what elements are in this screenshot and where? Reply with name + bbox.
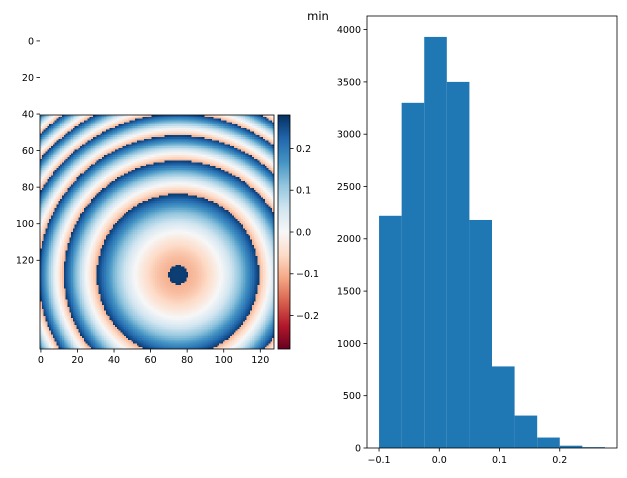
heatmap-image	[40, 115, 274, 349]
heatmap-x-tick-label: 100	[215, 355, 233, 366]
histogram-bar	[514, 415, 538, 448]
histogram-bar	[446, 81, 470, 448]
heatmap-y-tick-label: 80	[22, 183, 34, 194]
colorbar-tick-label: 0.0	[296, 227, 311, 238]
histogram-frame	[366, 15, 618, 449]
histogram-x-axis: −0.1 0.0 0.1 0.2	[368, 448, 567, 466]
colorbar-tick-label: −0.2	[296, 311, 319, 322]
heatmap-x-tick-label: 80	[181, 355, 193, 366]
heatmap-x-tick-label: 40	[108, 355, 120, 366]
histogram-y-tick-label: 0	[355, 443, 361, 454]
histogram-bar	[379, 215, 402, 448]
histogram-panel: min −0.1 0.0 0.1 0.2 0 500 1000 1500 2000 2500 30…	[307, 9, 618, 466]
histogram-x-tick-label: 0.0	[432, 455, 447, 466]
heatmap-x-tick-label: 0	[38, 355, 44, 366]
histogram-bar	[401, 102, 425, 448]
heatmap-y-tick-label: 120	[16, 256, 34, 267]
heatmap-panel: 0 20 40 60 80 100 120 0 20 40 60 80 100 120	[16, 36, 275, 366]
histogram-bar	[492, 366, 515, 448]
histogram-title: min	[307, 9, 329, 23]
histogram-y-tick-label: 1500	[337, 286, 361, 297]
colorbar-tick-label: 0.2	[296, 144, 311, 155]
histogram-y-tick-label: 2000	[337, 234, 361, 245]
histogram-y-tick-label: 3500	[337, 77, 361, 88]
heatmap-y-axis: 0 20 40 60 80 100 120	[16, 36, 40, 267]
histogram-bar	[559, 445, 583, 448]
histogram-bar	[469, 219, 492, 448]
heatmap-y-tick-label: 100	[16, 219, 34, 230]
heatmap-x-tick-label: 60	[145, 355, 157, 366]
colorbar-axis: 0.2 0.1 0.0 −0.1 −0.2	[290, 144, 319, 322]
heatmap-y-tick-label: 0	[28, 36, 34, 47]
colorbar-bar	[277, 114, 291, 350]
histogram-y-tick-label: 4000	[337, 25, 361, 36]
colorbar-tick-label: 0.1	[296, 186, 311, 197]
heatmap-x-axis: 0 20 40 60 80 100 120	[38, 349, 269, 366]
heatmap-y-tick-label: 20	[22, 73, 34, 84]
colorbar-tick-label: −0.1	[296, 269, 319, 280]
histogram-y-tick-label: 2500	[337, 182, 361, 193]
histogram-y-axis: 0 500 1000 1500 2000 2500 3000 3500 4000	[337, 25, 367, 454]
histogram-x-tick-label: −0.1	[368, 455, 391, 466]
histogram-x-tick-label: 0.1	[492, 455, 507, 466]
histogram-y-tick-label: 1000	[337, 339, 361, 350]
histogram-bar	[582, 447, 605, 448]
histogram-bar	[424, 36, 447, 448]
heatmap-x-tick-label: 120	[251, 355, 269, 366]
heatmap-y-tick-label: 60	[22, 146, 34, 157]
histogram-y-tick-label: 500	[343, 391, 361, 402]
histogram-x-tick-label: 0.2	[552, 455, 567, 466]
histogram-y-tick-label: 3000	[337, 130, 361, 141]
heatmap-y-tick-label: 40	[22, 109, 34, 120]
heatmap-frame	[39, 114, 275, 350]
histogram-bar	[537, 437, 560, 448]
heatmap-x-tick-label: 20	[71, 355, 83, 366]
colorbar: 0.2 0.1 0.0 −0.1 −0.2	[277, 114, 319, 350]
histogram-bars	[379, 36, 605, 448]
